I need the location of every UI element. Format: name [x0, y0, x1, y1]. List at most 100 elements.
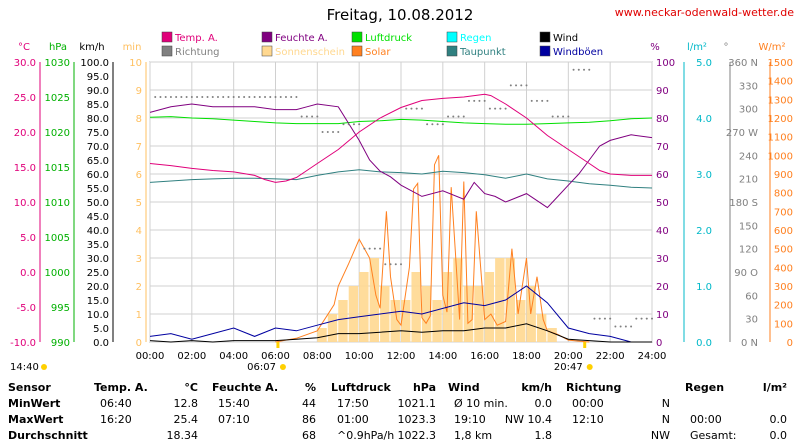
temp-tick-label: 0.0 [20, 268, 36, 279]
sunshine-bar [390, 300, 400, 342]
pressure-tick-label: 1020 [45, 128, 70, 139]
solar-tick-label: 1000 [768, 151, 793, 162]
humidity-value: 68 [302, 429, 316, 442]
direction-tick-label: 240 [739, 151, 758, 162]
direction-dot [426, 123, 429, 126]
temp-value: 25.4 [173, 413, 199, 426]
direction-dot [290, 96, 293, 98]
direction-dot [190, 96, 193, 98]
wind-time: Ø 10 min. [454, 397, 508, 410]
direction-dot [478, 99, 481, 102]
wind-tick-label: 90.0 [87, 86, 109, 97]
direction-dot [300, 115, 303, 118]
direction-dot [567, 115, 570, 118]
series-line-solar [275, 155, 590, 343]
pressure-tick-label: 1025 [45, 93, 70, 104]
direction-dot [326, 131, 329, 133]
direction-dot [577, 68, 580, 71]
website-link[interactable]: www.neckar-odenwald-wetter.de [614, 6, 794, 19]
sun-tick-label: 9 [136, 86, 142, 97]
weather-chart: 00:00 02:00 04:00 06:00 08:00 10:00 12:00 14:00… [10, 31, 793, 373]
x-tick-label: 00:00 [136, 351, 165, 362]
legend-label: Regen [460, 33, 492, 44]
header-humidity-unit: % [304, 381, 316, 394]
direction-dot [258, 96, 261, 98]
header-sensor: Sensor [8, 381, 51, 394]
temp-tick-label: 15.0 [14, 163, 36, 174]
legend-swatch [539, 45, 551, 57]
rain-value: 0.0 [769, 429, 788, 442]
rain-tick-label: 3.0 [696, 170, 712, 181]
sunshine-bar [421, 286, 432, 342]
direction-dot [583, 68, 586, 71]
direction-dot [368, 247, 371, 250]
solar-tick-label: 600 [774, 226, 793, 237]
legend-swatch [446, 45, 458, 57]
header-wind-unit: km/h [521, 381, 552, 394]
sunshine-bar [516, 300, 526, 342]
direction-dot [363, 247, 366, 250]
wind-tick-label: 70.0 [87, 142, 109, 153]
direction-dot [206, 96, 209, 98]
sunrise-time: 06:07 [247, 362, 276, 373]
solar-tick-label: 0 [787, 338, 793, 349]
direction-dot [609, 317, 612, 320]
rain-value: 0.0 [769, 413, 788, 426]
header-pressure: Luftdruck [331, 381, 391, 394]
direction-dot [164, 96, 167, 98]
header-rain-unit: l/m² [762, 381, 787, 394]
direction-dot [243, 96, 246, 98]
direction-dot [295, 96, 298, 98]
sunshine-bar [547, 328, 557, 342]
direction-dot [614, 325, 617, 328]
header-rain: Regen [685, 381, 725, 394]
pressure-value: 1023.3 [397, 413, 437, 426]
x-tick-label: 18:00 [512, 351, 541, 362]
wind-tick-label: 60.0 [87, 170, 109, 181]
legend-label: Sonnenschein [275, 47, 345, 58]
direction-dot [415, 107, 418, 110]
x-tick-label: 20:00 [554, 351, 583, 362]
direction-tick-label: 210 [739, 175, 758, 186]
legend-label: Windböen [553, 47, 603, 58]
wind-tick-label: 35.0 [87, 240, 109, 251]
solar-tick-label: 1300 [768, 95, 793, 106]
wind-tick-label: 80.0 [87, 114, 109, 125]
sunshine-bar [348, 286, 359, 342]
direction-tick-label: 150 [739, 221, 758, 232]
humidity-tick-label: 40 [656, 226, 669, 237]
sunshine-bar [536, 314, 547, 342]
x-tick-label: 10:00 [345, 351, 374, 362]
direction-dot [562, 115, 565, 118]
direction-dot [515, 84, 518, 87]
humidity-tick-label: 100 [656, 58, 675, 69]
direction-dot [494, 107, 497, 110]
humidity-time: 15:40 [218, 397, 250, 410]
sunshine-bar [463, 286, 474, 342]
solar-tick-label: 700 [774, 207, 793, 218]
pressure-time: 17:50 [337, 397, 369, 410]
x-tick-label: 02:00 [177, 351, 206, 362]
sun-tick-label: 2 [136, 282, 142, 293]
x-tick-label: 14:00 [428, 351, 457, 362]
direction-dot [264, 96, 267, 98]
direction-dot [635, 317, 638, 320]
summary-table: Sensor Temp. A. °C Feuchte A.% Luftdruck hPa W… [0, 377, 800, 447]
rain-tick-label: 2.0 [696, 226, 712, 237]
direction-dot [337, 131, 340, 133]
wind-value: 1.8 [534, 429, 553, 442]
sunshine-bar [338, 300, 348, 342]
humidity-value: 86 [302, 413, 316, 426]
header-temp: Temp. A. [94, 381, 148, 394]
direction-dot [520, 84, 523, 87]
wind-tick-label: 85.0 [87, 100, 109, 111]
sun-tick-label: 7 [136, 142, 142, 153]
legend-swatch [351, 45, 363, 57]
temp-tick-label: 10.0 [14, 198, 36, 209]
x-tick-label: 08:00 [303, 351, 332, 362]
direction-dot [269, 96, 272, 98]
direction-dot [389, 263, 392, 266]
pressure-time: ^0.9hPa/h [337, 429, 395, 442]
direction-dot [384, 263, 387, 266]
direction-value: N [661, 397, 670, 410]
